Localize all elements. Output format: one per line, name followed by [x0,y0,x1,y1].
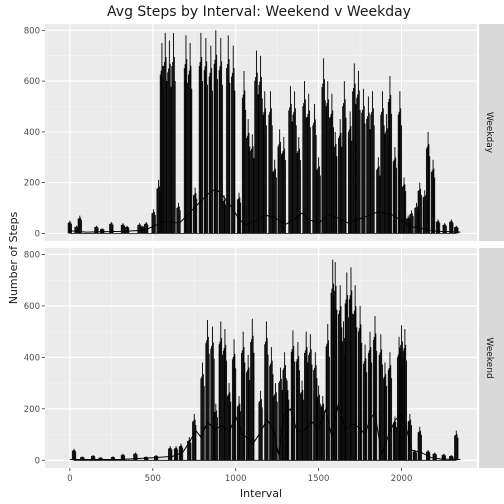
y-tick-label: 400 [24,128,40,138]
x-tick-label: 0 [67,474,72,484]
strip-label: Weekday [484,112,494,154]
y-tick-label: 0 [35,229,40,239]
y-tick-label: 600 [24,77,40,87]
y-axis: 0 200 400 600 800 [24,26,45,239]
y-tick-label: 200 [24,179,40,189]
y-axis-title: Number of Steps [7,211,20,304]
chart-title: Avg Steps by Interval: Weekend v Weekday [107,4,411,20]
strip-label: Weekend [484,337,494,378]
y-tick-label: 600 [24,302,40,312]
y-axis: 0 200 400 600 800 [24,250,45,466]
strip-background [479,24,504,241]
x-tick-label: 1000 [225,474,247,484]
raw-series [67,30,459,234]
x-tick-label: 1500 [308,474,330,484]
mean-line [69,188,461,233]
x-axis-title: Interval [240,487,282,500]
y-tick-label: 800 [24,26,40,36]
x-tick-label: 500 [145,474,161,484]
strip-background [479,248,504,468]
y-tick-label: 800 [24,250,40,260]
panel-weekend: 0 200 400 600 800 Weekend [24,248,504,468]
mean-line [69,403,461,460]
y-tick-label: 400 [24,353,40,363]
y-tick-label: 200 [24,405,40,415]
panel-weekday: 0 200 400 600 800 Weekday [24,24,504,241]
x-tick-label: 2000 [391,474,413,484]
y-tick-label: 0 [35,456,40,466]
x-axis: 0 500 1000 1500 2000 [67,468,412,484]
